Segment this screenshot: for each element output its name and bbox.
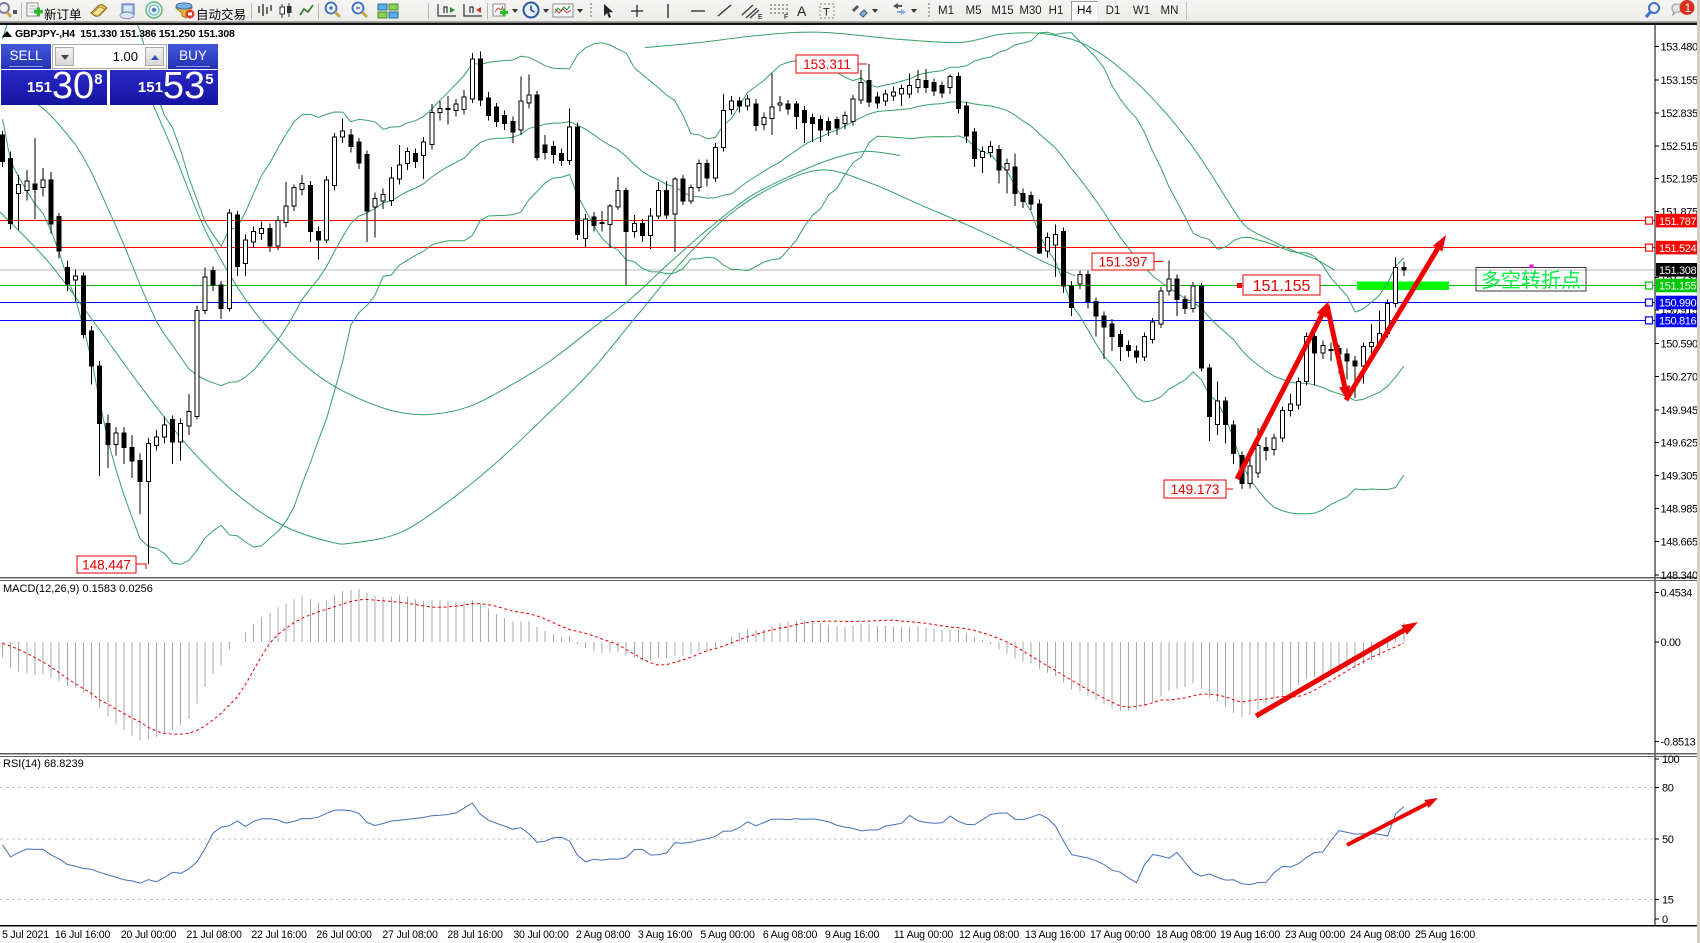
svg-text:15: 15 xyxy=(1662,895,1674,907)
svg-text:16 Jul 16:00: 16 Jul 16:00 xyxy=(55,929,111,941)
svg-text:T: T xyxy=(823,7,830,19)
svg-text:148.447: 148.447 xyxy=(82,557,131,572)
svg-text:100: 100 xyxy=(1662,754,1680,766)
svg-text:151.524: 151.524 xyxy=(1659,243,1697,255)
svg-text:多空转折点: 多空转折点 xyxy=(1481,269,1581,292)
svg-text:2 Aug 08:00: 2 Aug 08:00 xyxy=(576,929,631,941)
svg-text:17 Aug 00:00: 17 Aug 00:00 xyxy=(1090,929,1150,941)
svg-text:151.155: 151.155 xyxy=(1659,281,1697,293)
svg-text:21 Jul 08:00: 21 Jul 08:00 xyxy=(186,929,242,941)
svg-text:80: 80 xyxy=(1662,783,1674,795)
svg-text:153.155: 153.155 xyxy=(1661,75,1699,87)
svg-text:152.515: 152.515 xyxy=(1661,141,1699,153)
svg-text:150.990: 150.990 xyxy=(1659,298,1697,310)
svg-text:149.945: 149.945 xyxy=(1661,405,1699,417)
svg-text:24 Aug 08:00: 24 Aug 08:00 xyxy=(1350,929,1410,941)
svg-text:153.311: 153.311 xyxy=(803,57,851,72)
svg-text:27 Jul 08:00: 27 Jul 08:00 xyxy=(382,929,438,941)
svg-text:19 Aug 16:00: 19 Aug 16:00 xyxy=(1220,929,1280,941)
svg-text:1: 1 xyxy=(1685,1,1692,15)
svg-text:150.590: 150.590 xyxy=(1661,339,1699,351)
svg-text:152.195: 152.195 xyxy=(1661,174,1699,186)
svg-text:25 Aug 16:00: 25 Aug 16:00 xyxy=(1415,929,1475,941)
svg-text:9 Aug 16:00: 9 Aug 16:00 xyxy=(825,929,880,941)
svg-text:28 Jul 16:00: 28 Jul 16:00 xyxy=(447,929,503,941)
svg-text:-0.8513: -0.8513 xyxy=(1661,737,1696,749)
svg-text:13 Aug 16:00: 13 Aug 16:00 xyxy=(1025,929,1085,941)
svg-text:18 Aug 08:00: 18 Aug 08:00 xyxy=(1156,929,1216,941)
svg-text:23 Aug 00:00: 23 Aug 00:00 xyxy=(1285,929,1345,941)
svg-text:148.340: 148.340 xyxy=(1661,570,1699,582)
svg-text:26 Jul 00:00: 26 Jul 00:00 xyxy=(316,929,372,941)
svg-text:149.173: 149.173 xyxy=(1171,482,1220,497)
svg-text:150.270: 150.270 xyxy=(1661,372,1699,384)
svg-text:F: F xyxy=(784,14,788,21)
svg-text:11 Aug 00:00: 11 Aug 00:00 xyxy=(894,929,954,941)
svg-text:150.816: 150.816 xyxy=(1659,316,1697,328)
svg-text:149.625: 149.625 xyxy=(1661,438,1699,450)
svg-text:152.835: 152.835 xyxy=(1661,108,1699,120)
svg-text:50: 50 xyxy=(1662,834,1674,846)
svg-text:149.305: 149.305 xyxy=(1661,471,1699,483)
svg-text:151.787: 151.787 xyxy=(1659,216,1697,228)
svg-text:30 Jul 00:00: 30 Jul 00:00 xyxy=(513,929,569,941)
svg-text:5 Jul 2021: 5 Jul 2021 xyxy=(2,929,49,941)
svg-text:6 Aug 08:00: 6 Aug 08:00 xyxy=(763,929,818,941)
svg-text:20 Jul 00:00: 20 Jul 00:00 xyxy=(121,929,177,941)
svg-text:0: 0 xyxy=(1662,914,1668,926)
svg-text:E: E xyxy=(758,14,763,21)
svg-text:153.480: 153.480 xyxy=(1661,42,1699,54)
svg-text:0.4534: 0.4534 xyxy=(1661,588,1693,600)
svg-text:151.397: 151.397 xyxy=(1099,254,1148,269)
svg-text:151.308: 151.308 xyxy=(1659,265,1697,277)
svg-text:A: A xyxy=(797,3,807,19)
svg-text:151.155: 151.155 xyxy=(1253,278,1311,295)
svg-text:3 Aug 16:00: 3 Aug 16:00 xyxy=(638,929,693,941)
svg-text:12 Aug 08:00: 12 Aug 08:00 xyxy=(959,929,1019,941)
svg-text:148.665: 148.665 xyxy=(1661,536,1699,548)
svg-text:0.00: 0.00 xyxy=(1661,637,1681,649)
svg-text:5 Aug 00:00: 5 Aug 00:00 xyxy=(700,929,755,941)
svg-text:148.985: 148.985 xyxy=(1661,504,1699,516)
svg-text:22 Jul 16:00: 22 Jul 16:00 xyxy=(251,929,307,941)
